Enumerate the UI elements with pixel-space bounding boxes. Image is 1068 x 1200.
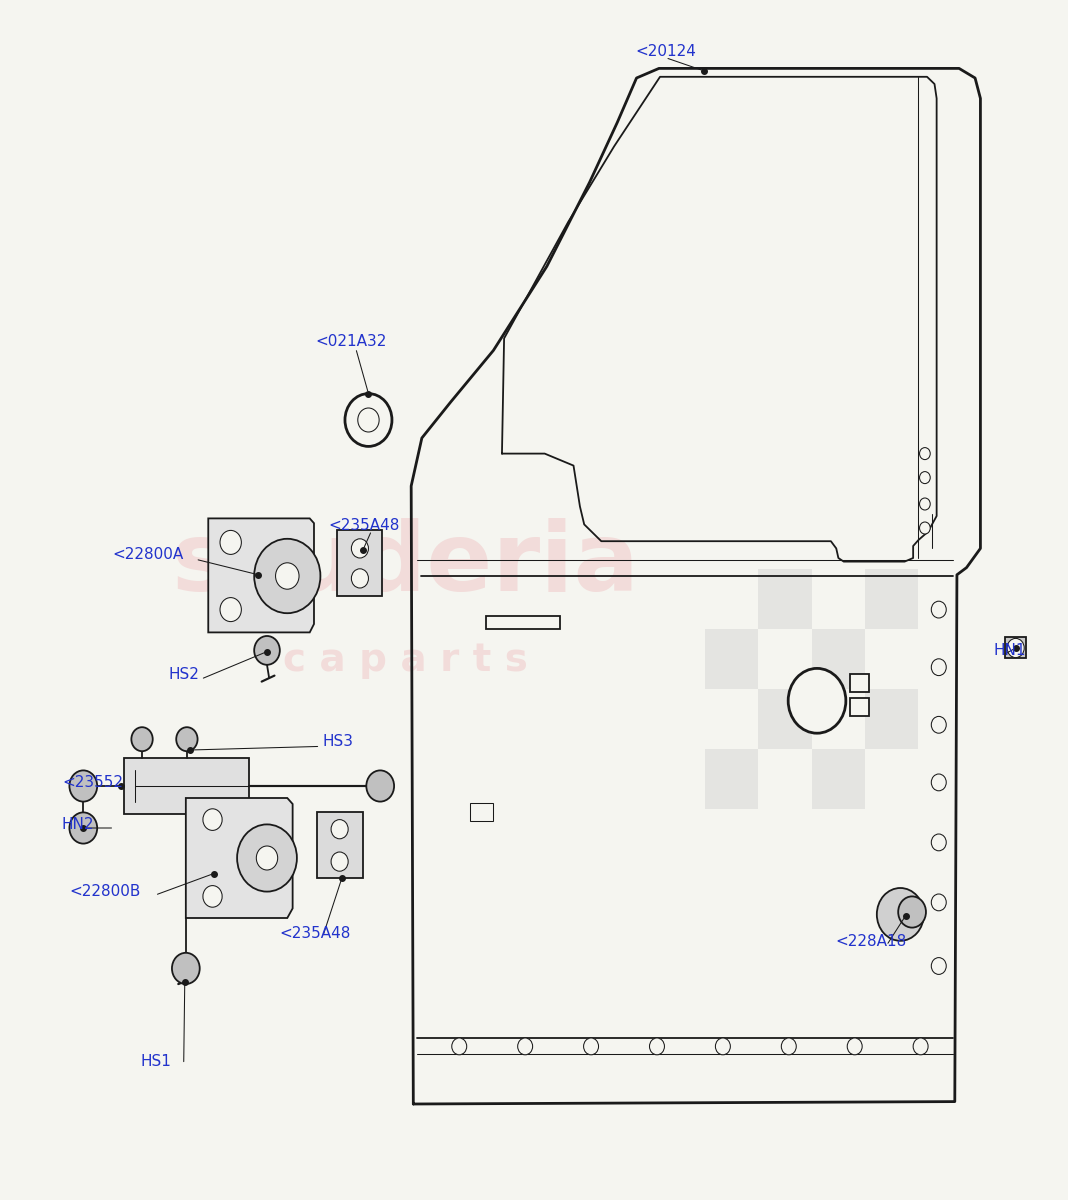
Circle shape	[847, 1038, 862, 1055]
Circle shape	[69, 770, 97, 802]
Text: HS1: HS1	[141, 1055, 172, 1069]
Polygon shape	[208, 518, 314, 632]
Bar	[758, 689, 812, 749]
Circle shape	[931, 601, 946, 618]
Circle shape	[203, 809, 222, 830]
Circle shape	[358, 408, 379, 432]
Circle shape	[69, 812, 97, 844]
Circle shape	[920, 448, 930, 460]
Circle shape	[220, 598, 241, 622]
Circle shape	[351, 539, 368, 558]
Circle shape	[176, 727, 198, 751]
Circle shape	[913, 1038, 928, 1055]
Circle shape	[331, 852, 348, 871]
Text: <23552: <23552	[62, 775, 123, 790]
Circle shape	[254, 539, 320, 613]
Circle shape	[583, 1038, 598, 1055]
Polygon shape	[850, 674, 869, 692]
Bar	[812, 629, 865, 689]
Polygon shape	[337, 530, 382, 596]
Text: HS2: HS2	[169, 667, 200, 682]
Bar	[705, 629, 758, 689]
Text: HS3: HS3	[323, 734, 354, 749]
Bar	[705, 749, 758, 809]
Circle shape	[237, 824, 297, 892]
Circle shape	[920, 472, 930, 484]
Bar	[865, 689, 918, 749]
Circle shape	[172, 953, 200, 984]
Circle shape	[203, 886, 222, 907]
Circle shape	[931, 834, 946, 851]
Circle shape	[345, 394, 392, 446]
Circle shape	[931, 716, 946, 733]
Circle shape	[254, 636, 280, 665]
Circle shape	[351, 569, 368, 588]
Polygon shape	[486, 616, 560, 629]
Text: c a p a r t s: c a p a r t s	[283, 641, 529, 679]
Text: <22800B: <22800B	[69, 884, 141, 899]
Text: <235A48: <235A48	[280, 926, 351, 941]
Polygon shape	[186, 798, 293, 918]
Text: <235A48: <235A48	[328, 518, 399, 533]
Circle shape	[931, 958, 946, 974]
Text: <22800A: <22800A	[112, 547, 184, 562]
Circle shape	[931, 894, 946, 911]
Circle shape	[877, 888, 924, 941]
Bar	[758, 569, 812, 629]
Text: <228A18: <228A18	[835, 935, 907, 949]
Circle shape	[220, 530, 241, 554]
Circle shape	[366, 770, 394, 802]
Circle shape	[331, 820, 348, 839]
Bar	[812, 749, 865, 809]
Circle shape	[931, 659, 946, 676]
Circle shape	[131, 727, 153, 751]
Circle shape	[276, 563, 299, 589]
Text: <021A32: <021A32	[315, 335, 387, 349]
Polygon shape	[124, 758, 249, 814]
Bar	[865, 569, 918, 629]
Polygon shape	[850, 698, 869, 716]
Circle shape	[1007, 638, 1024, 658]
Circle shape	[920, 522, 930, 534]
Polygon shape	[1005, 637, 1026, 658]
Circle shape	[452, 1038, 467, 1055]
Text: scuderia: scuderia	[172, 517, 640, 611]
Text: HN1: HN1	[993, 643, 1025, 658]
Circle shape	[782, 1038, 797, 1055]
Circle shape	[788, 668, 846, 733]
Text: <20124: <20124	[635, 44, 696, 59]
Circle shape	[256, 846, 278, 870]
Circle shape	[898, 896, 926, 928]
Circle shape	[518, 1038, 533, 1055]
Polygon shape	[317, 812, 363, 878]
Circle shape	[920, 498, 930, 510]
Text: HN2: HN2	[62, 817, 94, 832]
Circle shape	[716, 1038, 731, 1055]
Polygon shape	[470, 803, 493, 821]
Circle shape	[931, 774, 946, 791]
Circle shape	[649, 1038, 664, 1055]
